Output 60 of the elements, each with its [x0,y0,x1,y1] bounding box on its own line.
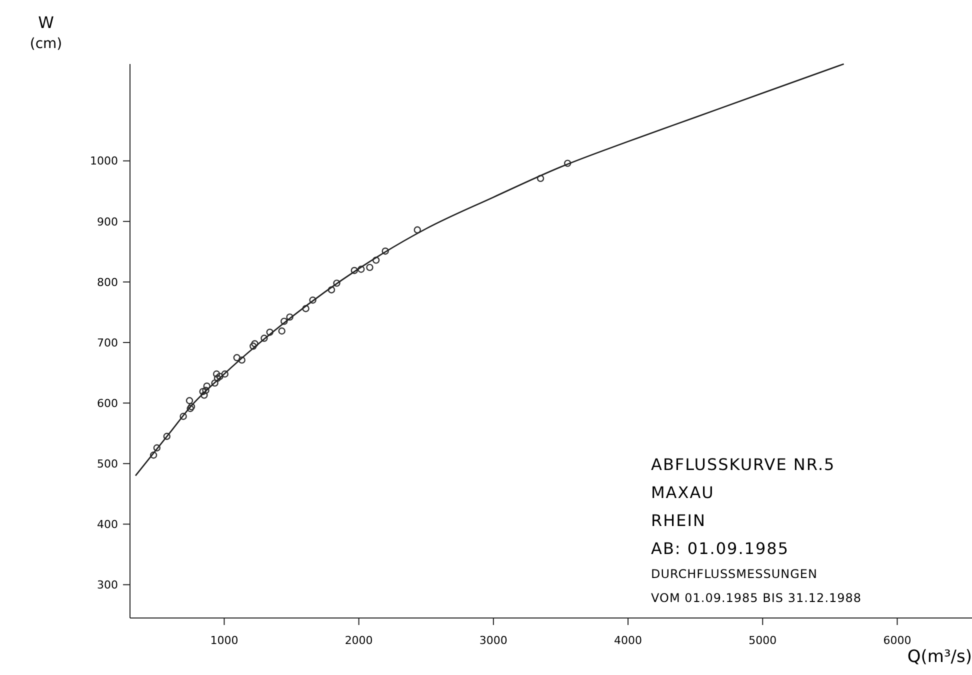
x-tick-label: 4000 [614,634,642,647]
point [188,403,196,410]
y-axis-title: W (cm) [30,13,62,52]
annotation: ABFLUSSKURVE NR.5 [651,455,836,474]
point [333,280,340,287]
point [202,386,210,394]
annotation: DURCHFLUSSMESSUNGEN [651,567,818,581]
y-tick-label: 900 [97,215,118,228]
annotation: MAXAU [651,483,714,502]
point [238,356,246,364]
point [328,286,336,294]
x-axis-title: Q(m³/s) [907,647,972,667]
point [200,392,208,399]
point [216,372,224,380]
point [382,247,389,255]
point [233,354,240,362]
x-tick-label: 6000 [883,634,912,647]
point [250,342,257,350]
y-tick-label: 400 [97,518,118,532]
point [536,174,544,182]
point [280,318,288,325]
point [203,382,210,390]
point [350,266,358,274]
point [211,379,218,387]
point [260,334,268,342]
x-tick-label: 5000 [748,634,777,647]
point [286,313,294,321]
annotation: AB: 01.09.1985 [651,539,790,558]
annotation: RHEIN [651,511,706,530]
point [180,412,187,420]
y-tick-label: 300 [97,578,118,592]
y-tick-label: 800 [97,276,118,289]
point [278,327,286,335]
line-series [134,63,844,476]
point [163,432,170,440]
point [251,340,258,348]
point [212,370,220,378]
point [358,266,365,273]
point [214,374,222,382]
point [150,452,158,459]
x-tick-label: 1000 [210,634,238,647]
point [366,264,374,272]
point [221,370,228,378]
x-tick-label: 2000 [344,634,373,647]
x-tick-label: 3000 [479,634,508,647]
y-tick-label: 500 [97,457,118,470]
point [309,296,316,304]
point [414,226,421,234]
y-tick-label: 700 [97,336,118,350]
y-tick-label: 1000 [90,154,118,168]
point [186,397,194,404]
point [266,328,274,336]
point [153,444,161,452]
point [564,160,572,167]
point [199,388,206,396]
point [186,404,194,412]
point [372,256,380,264]
point [302,305,310,312]
y-tick-label: 600 [97,396,118,410]
annotation: VOM 01.09.1985 BIS 31.12.1988 [651,591,862,605]
